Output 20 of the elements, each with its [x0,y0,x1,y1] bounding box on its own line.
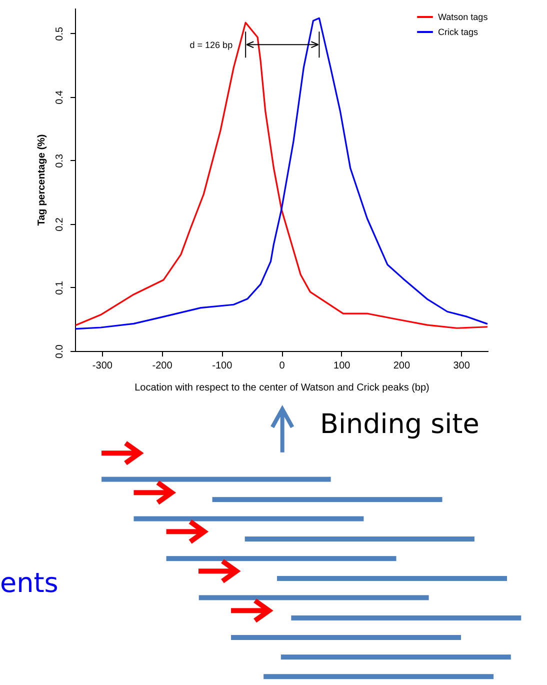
x-tick-label: 300 [453,360,470,372]
x-tick-label: 100 [334,360,351,372]
y-tick-label: 0.2 [54,217,66,232]
text: ents [0,568,58,599]
y-tick-label: 0.5 [54,26,66,41]
x-tick-label: 0 [279,360,286,372]
y-tick-label: 0.0 [54,344,66,358]
annotation: d = 126 bp [190,40,233,50]
y-tick-label: 0.1 [54,280,66,295]
y-tick-label: 0.4 [54,90,66,104]
x-axis-title: Location with respect to the center of Watson and Crick peaks (bp) [134,382,430,394]
legend-label: Watson tags [438,12,488,22]
x-tick-label: 200 [393,360,410,372]
x-tick-label: -200 [152,360,173,372]
x-tick-label: -100 [212,360,233,372]
y-axis-title: Tag percentage (%) [36,134,48,226]
text: Binding site [320,409,480,440]
x-tick-label: -300 [92,360,113,372]
y-tick-label: 0.3 [54,154,66,168]
legend-label: Crick tags [438,27,479,37]
